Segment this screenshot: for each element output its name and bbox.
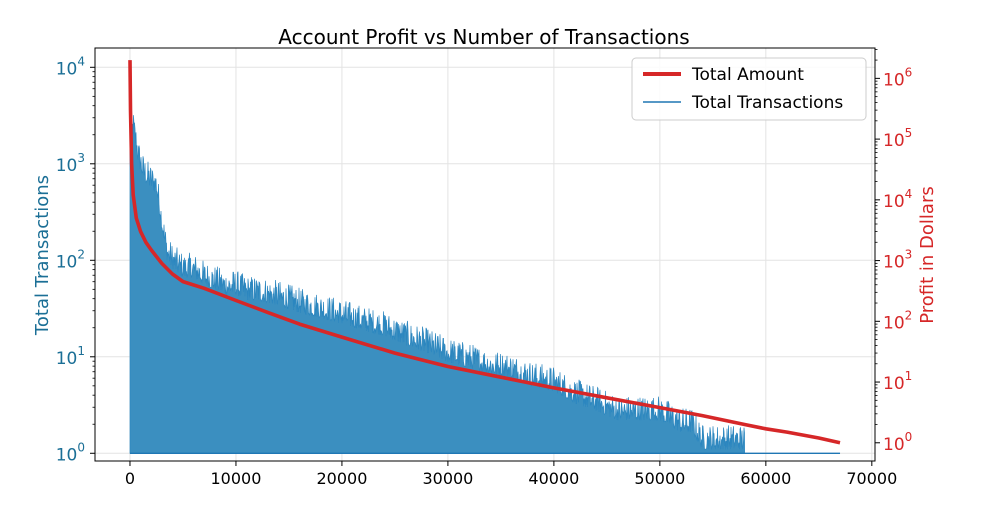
y-right-tick-label: 103 [883,248,912,273]
x-tick-label: 40000 [528,469,579,488]
y-right-tick-label: 100 [883,430,912,455]
y-right-tick-label: 105 [883,126,912,151]
legend-label-total-amount: Total Amount [691,65,804,85]
plot-area [128,60,841,454]
y-right-tick-label: 101 [883,369,912,394]
y-left-tick-label: 103 [56,151,85,176]
chart-title: Account Profit vs Number of Transactions [278,25,689,49]
y-axis-left: 100 101 102 103 104 [56,54,95,465]
legend-label-total-transactions: Total Transactions [691,93,843,113]
y-left-tick-label: 104 [56,54,85,79]
y-axis-right: 100 101 102 103 104 105 106 [875,48,912,455]
x-tick-label: 0 [125,469,135,488]
x-tick-label: 10000 [210,469,261,488]
y-left-tick-label: 102 [56,247,85,272]
x-tick-label: 60000 [740,469,791,488]
legend: Total Amount Total Transactions [631,57,867,121]
y-axis-left-label: Total Transactions [32,175,53,336]
y-axis-right-label: Profit in Dollars [917,186,938,324]
x-tick-label: 20000 [316,469,367,488]
y-right-tick-label: 102 [883,308,912,333]
x-axis: 0 10000 20000 30000 40000 50000 60000 70000 [125,461,897,488]
x-tick-label: 50000 [634,469,685,488]
y-right-tick-label: 104 [883,187,912,212]
x-tick-label: 30000 [422,469,473,488]
series-total-amount [128,60,841,445]
y-right-tick-label: 106 [883,65,912,90]
legend-box [631,57,867,121]
y-left-tick-label: 101 [56,344,85,369]
x-tick-label: 70000 [846,469,897,488]
series-total-transactions [129,115,745,454]
plot-frame [94,47,876,462]
y-left-tick-label: 100 [56,440,85,465]
